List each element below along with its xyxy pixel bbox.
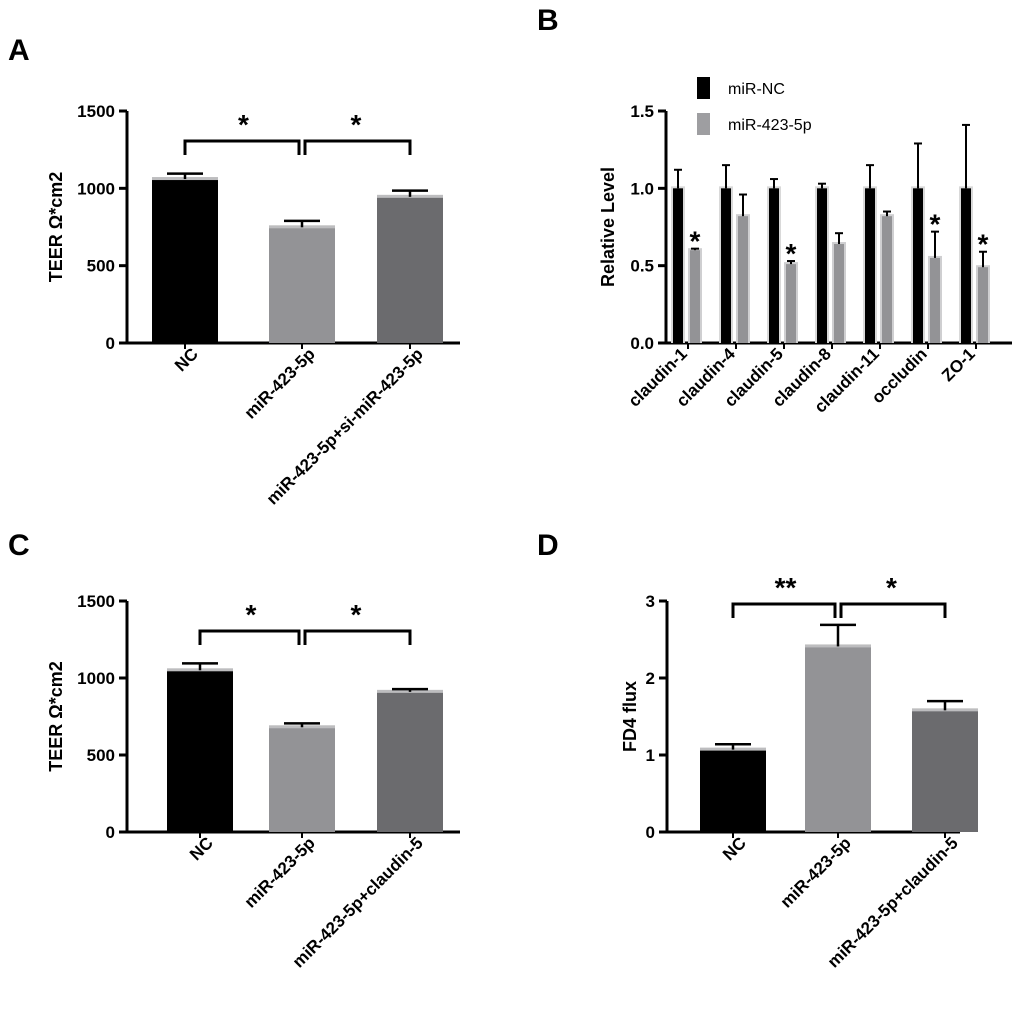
panel-b-bar-mir-nc [769,188,779,343]
panel-b-y-axis-label: Relative Level [598,167,618,287]
panel-b-bar-mir-nc [865,188,875,343]
panel-a-significance-star: * [238,109,249,140]
panel-b-y-tick-label: 1.0 [630,179,654,198]
panel-c-significance-star: * [246,599,257,630]
panel-d-y-tick-label: 1 [646,746,655,765]
panel-b-category-label: ZO-1 [938,344,979,385]
panel-a-significance-star: * [351,109,362,140]
panel-d-category-label: miR-423-5p [777,833,855,911]
panel-b-bar-mir-nc [913,188,923,343]
panel-c-bar [269,727,335,832]
panel-c-y-tick-label: 500 [87,746,115,765]
panel-a-y-tick-label: 1500 [77,102,115,121]
panel-b-bar-mir-nc [961,188,971,343]
panel-b-y-tick-label: 1.5 [630,102,654,121]
panel-b-bar-mir-nc [817,188,827,343]
panel-d-y-tick-label: 3 [646,592,655,611]
panel-d-y-axis-label: FD4 flux [620,681,640,752]
panel-b-legend-swatch-mir-nc [697,77,710,99]
panel-d-bar [700,749,766,832]
panel-a-letter: A [8,34,30,67]
panel-b-significance-star: * [930,209,941,240]
panel-b-letter: B [537,4,559,37]
panel-a-y-axis-label: TEER Ω*cm2 [46,172,66,282]
panel-b-significance-star: * [690,226,701,257]
panel-c-bar [167,670,233,832]
panel-d-letter: D [537,529,559,562]
panel-a-bar [269,227,335,343]
panel-b-bar-mir-423-5p [690,250,700,343]
panel-a-bar [377,196,443,343]
panel-b-bar-mir-423-5p [930,257,940,343]
panel-d-category-label: NC [719,833,750,864]
panel-d-bar [912,710,978,832]
panel-b-y-tick-label: 0.0 [630,334,654,353]
panel-c-category-label: miR-423-5p [241,833,319,911]
panel-b-legend-swatch-mir-423-5p [697,113,710,135]
panel-b-bar-mir-nc [673,188,683,343]
panel-b-bar-mir-423-5p [882,216,892,343]
panel-a-category-label: miR-423-5p [241,344,319,422]
panel-c-y-tick-label: 1000 [77,669,115,688]
panel-c-y-tick-label: 0 [106,823,115,842]
panel-c-y-tick-label: 1500 [77,592,115,611]
panel-d-y-tick-label: 0 [646,823,655,842]
panel-b-significance-star: * [786,238,797,269]
panel-d-significance-star: * [886,572,897,603]
panel-d-bar [805,646,871,832]
panel-b-bar-mir-423-5p [738,216,748,343]
panel-b-legend-label: miR-NC [728,81,785,98]
panel-c-bar [377,691,443,832]
panel-c-letter: C [8,529,30,562]
panel-a-category-label: NC [171,344,202,375]
panel-d-y-tick-label: 2 [646,669,655,688]
panel-c-category-label: NC [186,833,217,864]
panel-c-significance-star: * [351,599,362,630]
panel-b-legend-label: miR-423-5p [728,117,812,134]
panel-b-bar-mir-423-5p [834,244,844,343]
panel-a-y-tick-label: 500 [87,257,115,276]
panel-d-significance-star: ** [775,572,797,603]
panel-b-bar-mir-423-5p [786,264,796,343]
panel-b-y-tick-label: 0.5 [630,257,654,276]
panel-a-bar [152,179,218,343]
panel-b-bar-mir-423-5p [978,267,988,343]
panel-c-y-axis-label: TEER Ω*cm2 [46,661,66,771]
panel-b-bar-mir-nc [721,188,731,343]
panel-b-significance-star: * [978,229,989,260]
panel-a-y-tick-label: 0 [106,334,115,353]
panel-a-y-tick-label: 1000 [77,179,115,198]
